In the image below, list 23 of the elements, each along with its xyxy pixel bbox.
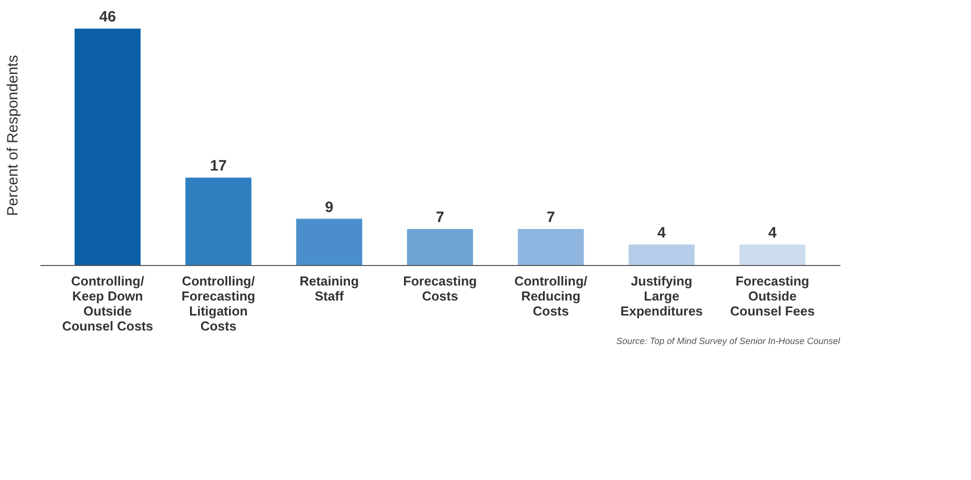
bar	[407, 229, 473, 265]
bar	[628, 244, 695, 265]
data-label: 9	[325, 198, 334, 216]
x-tick-label: Controlling/ Forecasting Litigation Costs	[182, 274, 256, 334]
source-note: Source: Top of Mind Survey of Senior In-House Counsel	[616, 336, 841, 346]
bar	[296, 218, 362, 265]
data-label: 17	[210, 158, 227, 175]
x-tick-label: Retaining Staff	[300, 274, 359, 304]
bar	[74, 28, 141, 265]
x-tick-label: Forecasting Costs	[403, 274, 477, 304]
bar	[739, 244, 806, 265]
x-tick-label: Controlling/ Reducing Costs	[514, 274, 588, 318]
bar	[185, 178, 252, 265]
bar	[518, 229, 584, 265]
x-tick-label: Controlling/ Keep Down Outside Counsel Costs	[62, 274, 154, 334]
data-label: 4	[657, 224, 666, 242]
data-label: 46	[99, 8, 116, 26]
data-label: 7	[546, 209, 555, 226]
data-label: 4	[768, 224, 778, 242]
x-tick-label: Justifying Large Expenditures	[620, 274, 703, 318]
y-axis-title: Percent of Respondents	[4, 55, 22, 216]
data-label: 7	[436, 209, 444, 226]
x-tick-label: Forecasting Outside Counsel Fees	[730, 274, 815, 318]
